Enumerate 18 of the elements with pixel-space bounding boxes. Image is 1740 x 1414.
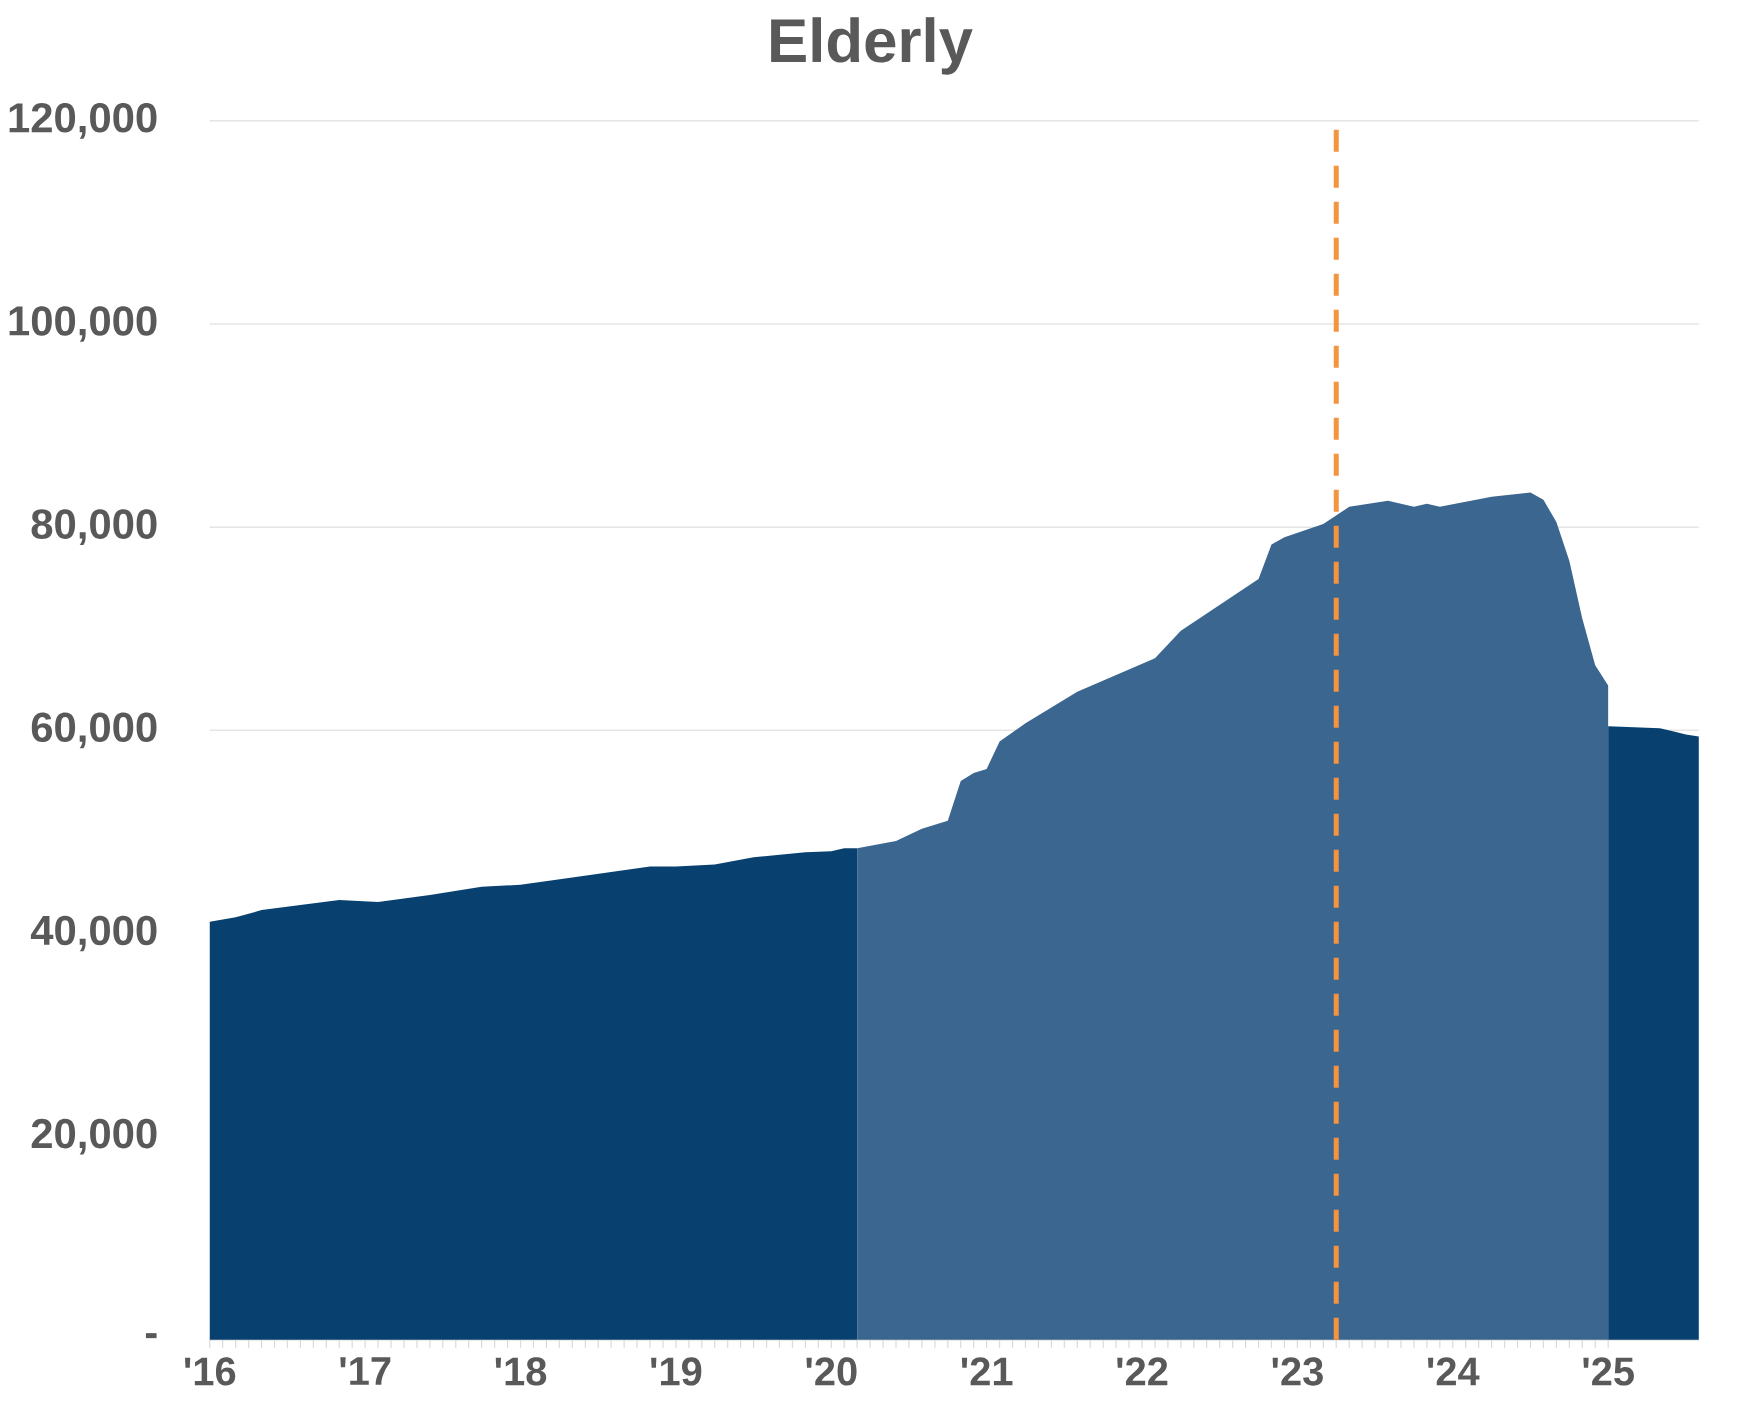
x-tick-label: '16 — [184, 1357, 236, 1386]
y-tick-label: - — [145, 1333, 157, 1339]
x-tick-label: '23 — [1272, 1357, 1323, 1386]
y-tick-label: 80,000 — [31, 509, 157, 546]
x-tick-label: '18 — [495, 1357, 547, 1386]
y-tick-label: 40,000 — [30, 915, 157, 952]
x-tick-label: '25 — [1583, 1357, 1634, 1386]
x-tick-label: '24 — [1428, 1357, 1480, 1386]
chart-title: Elderly — [771, 17, 973, 75]
x-tick-label: '19 — [651, 1357, 702, 1386]
x-tick-label: '17 — [340, 1357, 391, 1385]
y-tick-label: 120,000 — [9, 102, 157, 139]
x-tick-label: '21 — [961, 1357, 1013, 1386]
y-tick-label: 100,000 — [9, 306, 157, 342]
y-tick-label: 60,000 — [31, 712, 157, 749]
y-tick-label: 20,000 — [31, 1118, 157, 1155]
x-tick-label: '20 — [806, 1357, 857, 1386]
x-tick-label: '22 — [1117, 1357, 1168, 1386]
